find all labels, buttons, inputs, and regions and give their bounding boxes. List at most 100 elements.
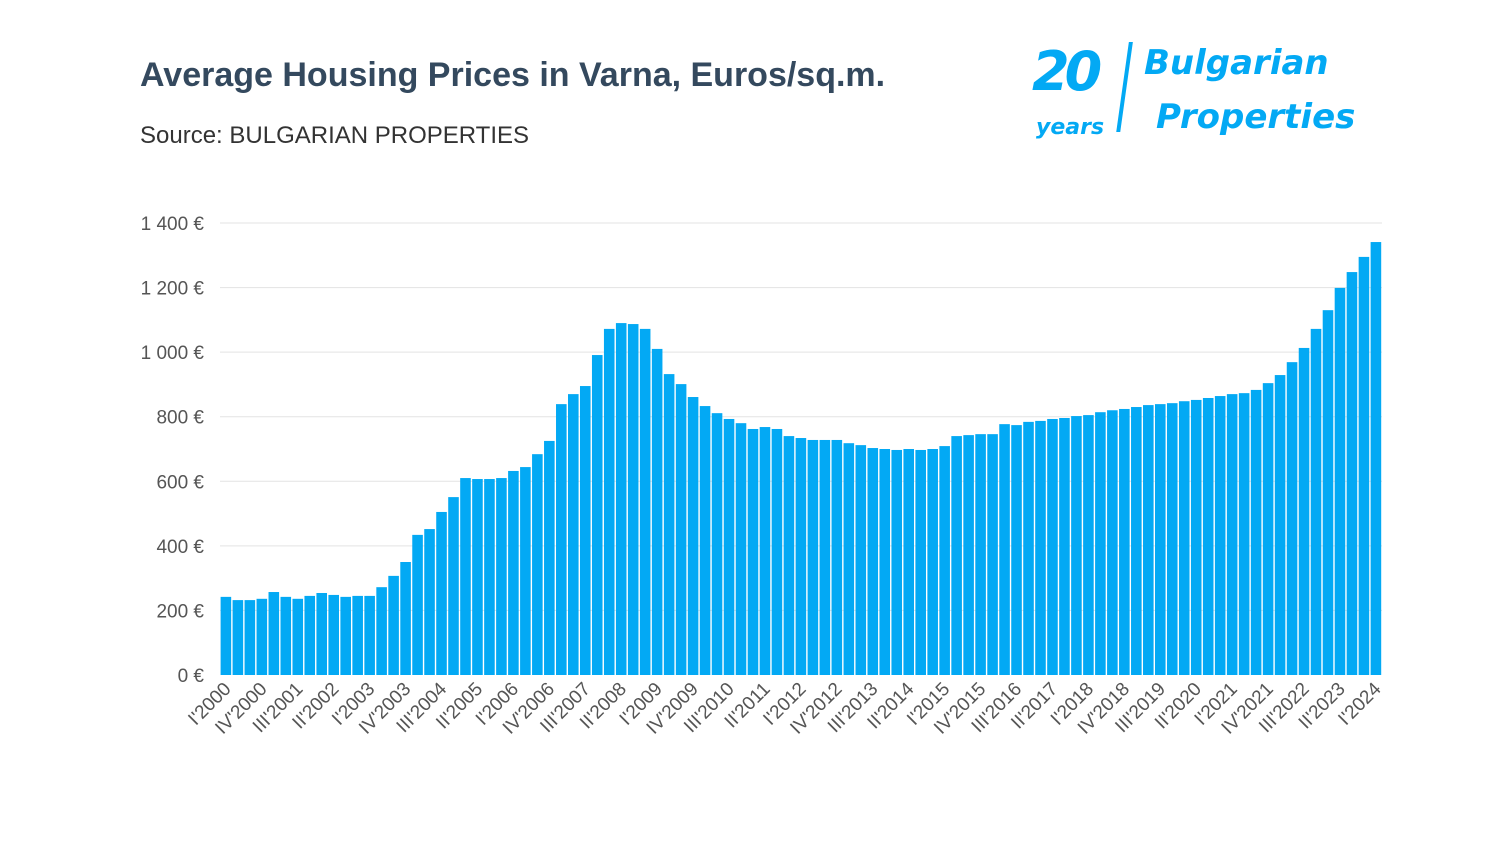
bar	[807, 439, 819, 675]
bar	[1334, 287, 1346, 675]
bar	[1310, 328, 1322, 675]
bar	[987, 434, 998, 675]
bar	[400, 562, 411, 675]
bar	[927, 449, 938, 675]
bar	[328, 594, 339, 675]
bar	[867, 448, 879, 675]
bar	[759, 427, 771, 675]
bar	[1346, 272, 1358, 675]
bar	[1178, 401, 1190, 675]
bar	[903, 449, 915, 675]
bar	[496, 478, 507, 675]
bar	[1035, 420, 1046, 675]
bar	[412, 534, 423, 675]
bar	[1262, 383, 1274, 675]
y-tick-label: 0 €	[178, 666, 205, 687]
bar	[292, 598, 304, 675]
bar	[484, 479, 495, 675]
bar	[1370, 242, 1382, 675]
bar	[304, 595, 316, 675]
bar	[460, 478, 471, 675]
y-tick-label: 1 200 €	[141, 279, 205, 300]
bar	[771, 428, 783, 675]
bar	[939, 446, 950, 675]
bar	[1202, 397, 1214, 675]
bar	[603, 328, 615, 675]
logo-line2: Properties	[1156, 97, 1355, 137]
bar	[244, 600, 256, 675]
bar	[472, 479, 483, 675]
bar	[843, 443, 855, 675]
bar	[879, 449, 891, 675]
bar	[699, 406, 711, 675]
bar	[532, 454, 543, 675]
bar	[352, 595, 363, 675]
bar	[663, 374, 675, 675]
bar	[388, 575, 399, 675]
bar	[436, 511, 447, 675]
bar	[508, 470, 519, 675]
bar	[520, 467, 531, 675]
y-tick-label: 800 €	[156, 408, 204, 429]
bar	[1166, 403, 1178, 675]
x-tick-label: I'2024	[1335, 678, 1386, 729]
bar	[747, 428, 759, 675]
bar	[639, 328, 651, 675]
bar	[687, 397, 699, 675]
bar	[268, 592, 280, 675]
bar	[556, 404, 567, 675]
bar	[579, 386, 591, 675]
bar	[1214, 396, 1226, 675]
bar	[1250, 389, 1262, 675]
bar	[783, 436, 795, 675]
logo-divider	[1116, 42, 1133, 132]
bar	[1154, 404, 1166, 675]
bar	[256, 598, 268, 675]
bar	[1083, 415, 1094, 675]
bar	[963, 435, 974, 675]
bar	[1286, 362, 1298, 675]
bar	[615, 323, 627, 675]
bar	[591, 355, 603, 675]
bulgarian-properties-logo: 20 years Bulgarian Properties	[1032, 40, 1355, 140]
bar	[711, 413, 723, 675]
logo-number: 20	[1032, 40, 1101, 103]
y-tick-label: 400 €	[156, 537, 204, 558]
bar	[280, 596, 292, 675]
bar	[951, 436, 962, 675]
logo-years: years	[1036, 115, 1104, 140]
bar	[1238, 393, 1250, 675]
bar	[999, 424, 1010, 675]
bar	[1095, 412, 1106, 675]
bar	[1071, 416, 1082, 675]
bar	[376, 587, 387, 675]
bar	[1119, 408, 1130, 675]
bar	[627, 324, 639, 675]
y-tick-label: 200 €	[156, 601, 204, 622]
y-tick-label: 1 400 €	[141, 214, 205, 235]
bar	[1047, 418, 1058, 675]
bar	[1023, 421, 1034, 675]
bar	[1131, 407, 1142, 675]
bar	[1011, 425, 1022, 675]
bar	[1358, 256, 1370, 675]
bar	[855, 445, 867, 675]
chart-title: Average Housing Prices in Varna, Euros/s…	[140, 56, 886, 94]
bar	[975, 434, 986, 675]
bar	[1322, 310, 1334, 675]
bar	[831, 439, 843, 675]
bar	[568, 394, 579, 675]
bar	[819, 439, 831, 675]
logo-line1: Bulgarian	[1144, 43, 1329, 83]
bar	[675, 384, 687, 675]
bar	[424, 529, 435, 675]
bar	[1274, 375, 1286, 675]
bar	[544, 440, 555, 675]
bar	[915, 449, 926, 675]
bar	[364, 595, 375, 675]
y-tick-label: 600 €	[156, 472, 204, 493]
bar	[1107, 410, 1118, 675]
bar	[220, 596, 232, 675]
bar	[1226, 394, 1238, 675]
